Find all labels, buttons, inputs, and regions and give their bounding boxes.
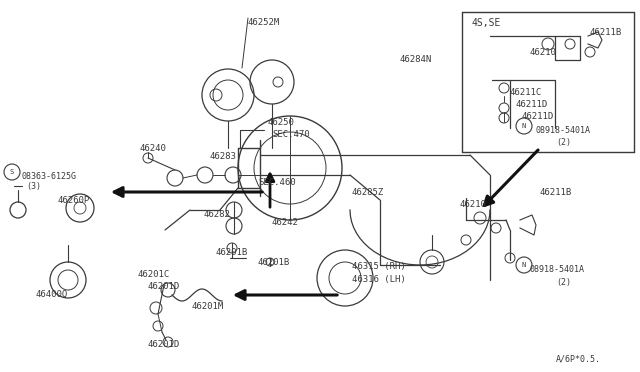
Text: 46201D: 46201D [148, 282, 180, 291]
Text: 46211B: 46211B [540, 188, 572, 197]
Text: 46211C: 46211C [510, 88, 542, 97]
Text: 4S,SE: 4S,SE [472, 18, 501, 28]
Text: 46260P: 46260P [58, 196, 90, 205]
Text: N: N [522, 123, 526, 129]
Text: 46211B: 46211B [590, 28, 622, 37]
Text: 46201D: 46201D [148, 340, 180, 349]
Text: 46210: 46210 [530, 48, 557, 57]
Text: N: N [522, 262, 526, 268]
Text: (2): (2) [556, 138, 571, 147]
Text: 46315 (RH): 46315 (RH) [352, 262, 406, 271]
Text: 46211D: 46211D [522, 112, 554, 121]
Text: (2): (2) [556, 278, 571, 287]
Text: 46250: 46250 [268, 118, 295, 127]
Text: S: S [10, 169, 14, 175]
Text: 46201C: 46201C [138, 270, 170, 279]
Text: 46201B: 46201B [258, 258, 291, 267]
Text: 46201B: 46201B [216, 248, 248, 257]
Text: 46252M: 46252M [248, 18, 280, 27]
Text: 46285Z: 46285Z [352, 188, 384, 197]
Text: SEC.460: SEC.460 [258, 178, 296, 187]
Text: (3): (3) [26, 182, 41, 191]
Text: 46282: 46282 [204, 210, 231, 219]
Text: 46283: 46283 [210, 152, 237, 161]
Text: 46211D: 46211D [516, 100, 548, 109]
Text: 46201M: 46201M [192, 302, 224, 311]
Text: 08918-5401A: 08918-5401A [530, 265, 585, 274]
Text: SEC.470: SEC.470 [272, 130, 310, 139]
Text: 08918-5401A: 08918-5401A [536, 126, 591, 135]
Text: 08363-6125G: 08363-6125G [22, 172, 77, 181]
Text: 46210: 46210 [460, 200, 487, 209]
Text: A/6P*0.5.: A/6P*0.5. [556, 354, 601, 363]
Text: 46240: 46240 [140, 144, 167, 153]
Text: 46242: 46242 [272, 218, 299, 227]
Text: 46316 (LH): 46316 (LH) [352, 275, 406, 284]
Text: 46284N: 46284N [400, 55, 432, 64]
Text: 46400Q: 46400Q [36, 290, 68, 299]
